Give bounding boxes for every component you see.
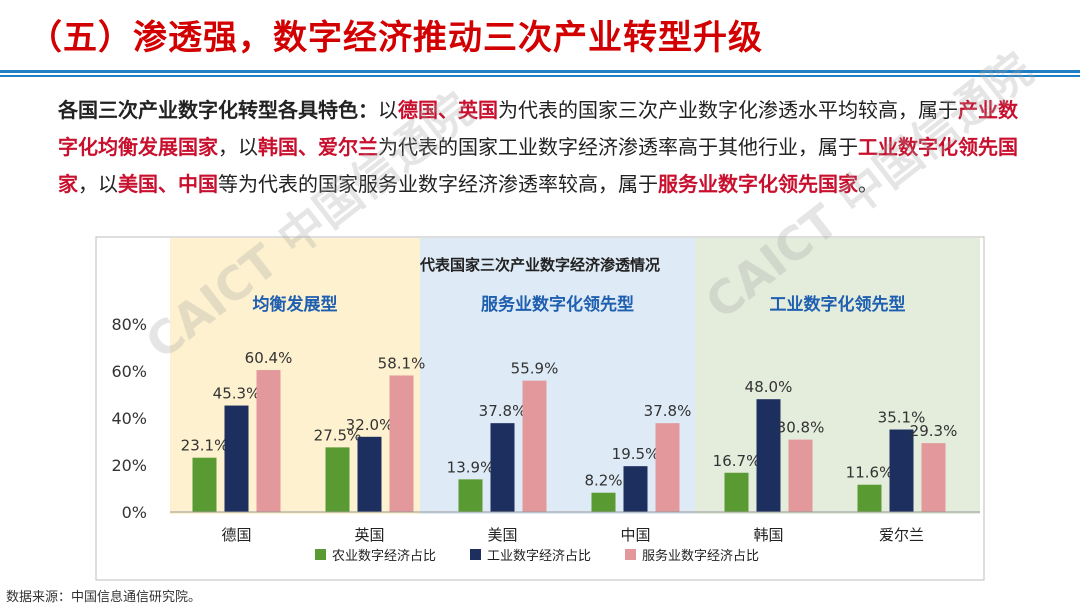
legend-label: 工业数字经济占比 [487, 549, 591, 564]
intro-text: ，以 [78, 172, 118, 196]
bar [224, 405, 249, 512]
bar [724, 472, 749, 512]
bar [490, 423, 515, 512]
bar [857, 484, 882, 512]
y-tick-label: 80% [111, 315, 147, 334]
bar [623, 466, 648, 512]
data-label: 37.8% [479, 402, 527, 420]
data-label: 13.9% [447, 458, 495, 476]
title-divider [0, 70, 1080, 79]
chart-container: 代表国家三次产业数字经济渗透情况均衡发展型 服务业数字化领先型 工业数字化领先型 0%… [95, 236, 985, 581]
intro-highlight-countries: 德国、英国 [398, 98, 498, 122]
intro-category: 工业数字化领先国家 [58, 135, 1018, 196]
data-label: 29.3% [910, 422, 958, 440]
bar [256, 370, 281, 512]
bar [458, 479, 483, 512]
bar [389, 375, 414, 512]
intro-text: 为代表的国家工业数字经济渗透率高于其他行业，属于 [378, 135, 858, 159]
data-label: 27.5% [314, 426, 362, 444]
y-tick-label: 60% [111, 362, 147, 381]
intro-text: 等为代表的国家服务业数字经济渗透率较高，属于 [218, 172, 658, 196]
x-tick-label: 韩国 [753, 526, 783, 544]
data-label: 58.1% [378, 354, 426, 372]
intro-text: 为代表的国家三次产业数字化渗透水平均较高，属于 [498, 98, 958, 122]
group-label: 均衡发展型 [253, 294, 338, 315]
group-band [420, 238, 695, 514]
x-tick-label: 德国 [221, 526, 251, 544]
y-tick-label: 20% [111, 456, 147, 475]
data-label: 11.6% [846, 464, 894, 482]
data-label: 16.7% [713, 452, 761, 470]
bar [655, 423, 680, 512]
legend-swatch [315, 549, 326, 560]
data-label: 32.0% [346, 416, 394, 434]
intro-text: 。 [858, 172, 878, 196]
bar [591, 492, 616, 512]
title-divider-line [0, 75, 1080, 77]
data-label: 23.1% [181, 437, 229, 455]
bar [522, 380, 547, 512]
legend-swatch [470, 549, 481, 560]
group-label: 服务业数字化领先型 [481, 294, 634, 315]
bar [889, 429, 914, 512]
intro-paragraph: 各国三次产业数字化转型各具特色：以德国、英国为代表的国家三次产业数字化渗透水平均… [58, 92, 1030, 203]
bar [357, 436, 382, 512]
legend-swatch [625, 549, 636, 560]
data-label: 30.8% [777, 419, 825, 437]
data-label: 45.3% [213, 385, 261, 403]
intro-text: ，以 [218, 135, 258, 159]
bar [921, 443, 946, 512]
intro-category: 服务业数字化领先国家 [658, 172, 858, 196]
x-tick-label: 美国 [487, 526, 517, 544]
y-tick-label: 40% [111, 409, 147, 428]
intro-lead: 各国三次产业数字化转型各具特色： [58, 98, 378, 122]
intro-highlight-countries: 韩国、爱尔兰 [258, 135, 378, 159]
page-title: （五）渗透强，数字经济推动三次产业转型升级 [28, 18, 763, 58]
legend-label: 服务业数字经济占比 [642, 548, 759, 564]
intro-text: 以 [378, 98, 398, 122]
chart-title: 代表国家三次产业数字经济渗透情况 [419, 256, 660, 274]
data-label: 19.5% [612, 445, 660, 463]
title-divider-line [0, 70, 1080, 73]
intro-highlight-countries: 美国、中国 [118, 172, 218, 196]
bar [192, 457, 217, 512]
data-source-note: 数据来源：中国信息通信研究院。 [6, 590, 202, 605]
intro-category: 产业数字化均衡发展国家 [58, 98, 1018, 159]
data-label: 37.8% [644, 402, 692, 420]
x-tick-label: 英国 [354, 526, 384, 544]
data-label: 60.4% [245, 349, 293, 367]
x-tick-label: 爱尔兰 [879, 526, 924, 544]
data-label: 48.0% [745, 378, 793, 396]
bar [325, 447, 350, 512]
data-label: 55.9% [511, 360, 559, 378]
bar [788, 439, 813, 512]
bar [756, 399, 781, 512]
group-label: 工业数字化领先型 [770, 294, 906, 315]
y-tick-label: 0% [122, 503, 147, 522]
data-label: 8.2% [584, 472, 622, 490]
x-tick-label: 中国 [620, 526, 650, 544]
data-label: 35.1% [878, 409, 926, 427]
legend-label: 农业数字经济占比 [332, 549, 436, 564]
